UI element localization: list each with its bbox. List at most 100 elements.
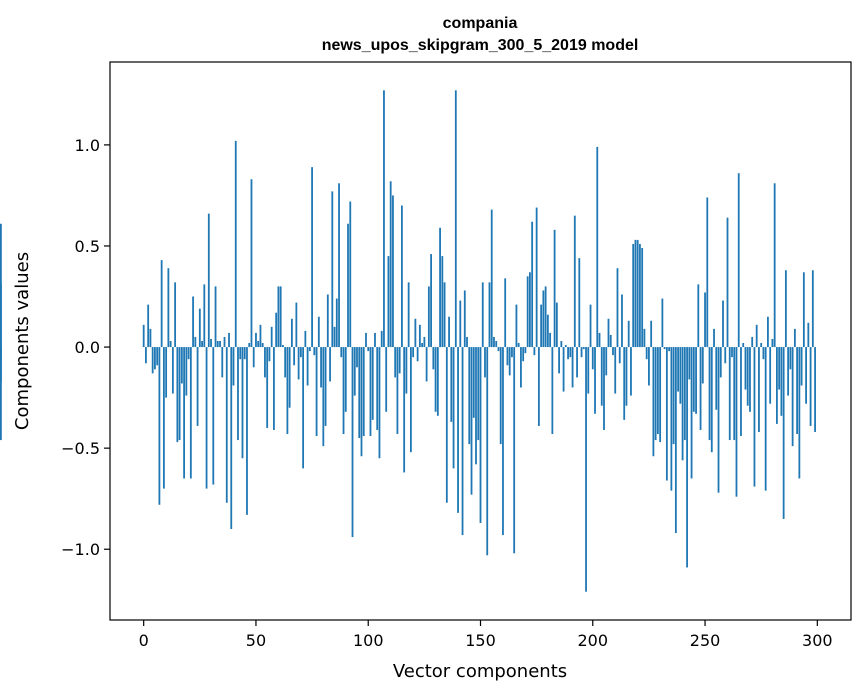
chart-title-line-2: news_upos_skipgram_300_5_2019 model <box>322 37 639 54</box>
bar <box>472 347 475 418</box>
bar <box>728 347 731 441</box>
y-axis-label: Components values <box>12 252 33 430</box>
bar <box>661 298 664 348</box>
bar <box>232 347 235 386</box>
bar <box>162 347 165 489</box>
bar <box>409 347 412 453</box>
bar <box>791 347 794 447</box>
bar <box>706 197 709 348</box>
bar <box>185 347 188 396</box>
bar <box>255 332 257 348</box>
bar <box>165 347 168 398</box>
bar <box>540 304 543 348</box>
bar <box>329 347 331 382</box>
bar <box>331 191 334 348</box>
bar <box>760 343 763 348</box>
bar <box>0 223 2 348</box>
bar <box>414 318 417 348</box>
bar <box>259 324 262 348</box>
bar <box>607 318 610 348</box>
bar <box>349 201 352 348</box>
bar <box>789 347 792 370</box>
bar <box>362 347 365 437</box>
bar <box>603 347 605 430</box>
y-tick-label: −0.5 <box>61 439 100 458</box>
bar <box>618 347 621 364</box>
bar <box>286 347 289 434</box>
bar <box>621 294 623 348</box>
bar <box>479 347 482 523</box>
bar <box>230 347 233 530</box>
bar <box>432 347 435 370</box>
bar <box>511 347 513 358</box>
bar <box>585 347 587 592</box>
bar <box>151 347 154 374</box>
bar <box>625 347 628 406</box>
bar <box>219 341 221 348</box>
bar <box>459 300 462 348</box>
bar <box>436 347 439 416</box>
bar <box>450 347 453 422</box>
bar <box>674 347 677 534</box>
bar <box>207 213 210 348</box>
bar <box>423 336 426 348</box>
bar <box>203 284 206 348</box>
bar <box>551 347 554 434</box>
bar <box>425 347 428 382</box>
bar <box>154 347 156 370</box>
bar <box>477 347 480 441</box>
bar <box>704 292 706 348</box>
bar <box>470 347 473 495</box>
bar <box>234 140 237 348</box>
bar <box>466 336 468 348</box>
bar <box>778 347 781 390</box>
bar <box>609 334 612 348</box>
bar <box>699 347 702 430</box>
bar <box>335 298 338 348</box>
bar <box>427 286 430 348</box>
bar <box>634 239 637 348</box>
bar <box>439 227 441 348</box>
bar <box>347 223 349 348</box>
bar <box>796 347 799 434</box>
bar <box>495 341 498 348</box>
bar <box>529 272 531 348</box>
bar <box>771 338 774 348</box>
bar <box>178 347 181 441</box>
bar <box>0 347 2 360</box>
x-tick-label: 200 <box>577 631 608 650</box>
bar <box>374 332 376 348</box>
bar <box>189 347 192 479</box>
bar <box>0 347 2 441</box>
bar <box>266 347 269 428</box>
bar <box>475 347 477 465</box>
bar <box>304 330 307 348</box>
bar <box>320 347 322 388</box>
bar <box>751 336 754 348</box>
y-tick-label: 1.0 <box>75 136 100 155</box>
bar <box>735 347 738 497</box>
bar <box>383 90 385 348</box>
bar <box>780 347 783 416</box>
bar <box>639 243 641 348</box>
bar <box>342 347 345 434</box>
bar <box>668 347 671 352</box>
bar <box>246 347 248 515</box>
bar <box>457 347 459 513</box>
bar <box>587 347 590 394</box>
bar <box>605 347 608 376</box>
bar <box>365 332 367 348</box>
bar <box>302 347 305 469</box>
bar <box>648 347 650 386</box>
bar <box>515 304 518 348</box>
x-tick-label: 50 <box>246 631 266 650</box>
bar <box>158 347 161 505</box>
bar <box>782 347 785 519</box>
bar <box>692 347 695 412</box>
bar <box>737 173 740 348</box>
bar <box>194 336 197 348</box>
bar <box>746 347 749 406</box>
bar <box>517 343 520 348</box>
bar <box>708 347 711 441</box>
